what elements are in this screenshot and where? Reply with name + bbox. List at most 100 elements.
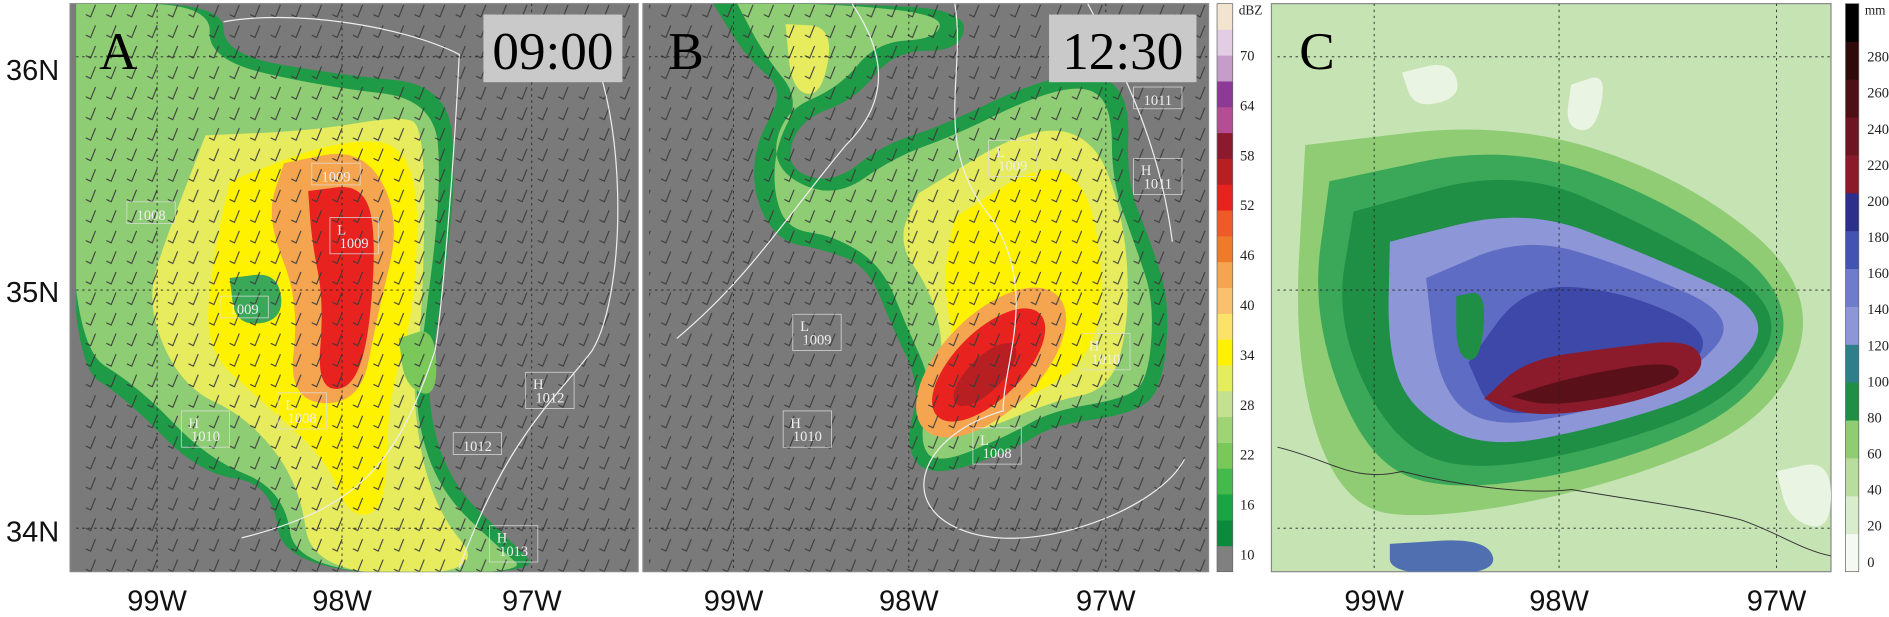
colorbar-band: [1217, 261, 1233, 289]
pressure-symbol: H: [1141, 163, 1152, 179]
pressure-box: [277, 392, 327, 430]
colorbar-band: [1845, 306, 1859, 345]
pressure-symbol: H: [1089, 338, 1100, 354]
colorbar-tick-label: 40: [1240, 298, 1254, 314]
pressure-box: [452, 432, 502, 455]
boundary-line: [1277, 446, 1831, 557]
colorbar-tick-label: 100: [1867, 374, 1889, 390]
colorbar-band: [1217, 236, 1233, 263]
colorbar-band: [1217, 184, 1233, 211]
pressure-symbol: H: [533, 377, 544, 393]
pressure-box: [1133, 86, 1183, 110]
rainfall-area: [1567, 77, 1603, 131]
lon-label: 97W: [1747, 585, 1807, 617]
pressure-box: [782, 410, 832, 448]
colorbar-band: [1845, 344, 1859, 383]
pressure-value: 1010: [191, 429, 220, 445]
lon-label: 99W: [704, 585, 764, 617]
panel-letter: B: [668, 22, 703, 81]
colorbar-band: [1845, 495, 1859, 535]
lon-label: 98W: [312, 585, 372, 617]
pressure-symbol: H: [189, 416, 200, 432]
pressure-box: [792, 313, 842, 351]
colorbar-band: [1217, 468, 1233, 495]
pressure-value: 1009: [230, 302, 259, 318]
pressure-value: 1010: [1091, 352, 1120, 368]
time-box: [1049, 14, 1197, 83]
colorbar-tick-label: 64: [1240, 98, 1255, 114]
colorbar-band: [1217, 3, 1233, 30]
colorbar-tick-label: 22: [1240, 448, 1254, 464]
rainfall-area: [1776, 464, 1831, 527]
colorbar-tick-label: 180: [1867, 230, 1889, 246]
pressure-symbol: L: [285, 398, 294, 414]
colorbar-band: [1217, 545, 1233, 573]
pressure-value: 1009: [802, 332, 831, 348]
rainfall-area: [1510, 364, 1679, 404]
pressure-value: 1009: [998, 158, 1027, 174]
pressure-value: 1008: [983, 446, 1012, 462]
colorbar-tick-label: 0: [1867, 555, 1874, 571]
pressure-box: [180, 410, 230, 448]
lon-label: 99W: [127, 585, 187, 617]
pressure-box: [525, 371, 575, 409]
panel-map: [1277, 3, 1831, 572]
boundary-line: [223, 16, 619, 569]
colorbar-band: [1845, 155, 1859, 194]
colorbar-tick-label: 140: [1867, 302, 1889, 318]
pressure-symbol: L: [996, 145, 1005, 161]
pressure-value: 1008: [288, 411, 317, 427]
lat-label: 36N: [6, 55, 59, 87]
colorbar-band: [1217, 29, 1233, 56]
pressure-value: 1008: [137, 208, 166, 224]
colorbar-frame: [1216, 3, 1234, 573]
colorbar-tick-label: 16: [1240, 498, 1254, 514]
pressure-symbol: L: [337, 222, 346, 238]
colorbar-band: [1217, 81, 1233, 108]
colorbar-tick-label: 52: [1240, 198, 1254, 214]
pressure-symbol: L: [980, 433, 989, 449]
lat-label: 35N: [6, 277, 59, 309]
colorbar-tick-label: 58: [1240, 148, 1254, 164]
colorbar-band: [1217, 520, 1233, 547]
colorbar-band: [1217, 339, 1233, 366]
pressure-value: 1013: [499, 544, 528, 560]
lat-label: 34N: [6, 516, 59, 548]
colorbar-tick-label: 260: [1867, 86, 1889, 102]
colorbar-band: [1217, 158, 1233, 185]
colorbar-band: [1217, 106, 1233, 134]
colorbar-band: [1845, 533, 1859, 573]
colorbar-band: [1217, 55, 1233, 82]
colorbar-band: [1845, 192, 1859, 232]
panel-letter: A: [99, 22, 137, 81]
lon-label: 97W: [1076, 585, 1136, 617]
colorbar-band: [1845, 3, 1859, 42]
pressure-value: 1010: [793, 429, 822, 445]
colorbar-band: [1845, 382, 1859, 421]
colorbar-band: [1217, 442, 1233, 469]
colorbar-tick-label: 200: [1867, 194, 1889, 210]
wind-barbs: [649, 3, 1209, 572]
colorbar-tick-label: 280: [1867, 50, 1889, 66]
panel-map: 10091008L10091009L1008H1010H10121012H101…: [76, 3, 639, 572]
pressure-box: [219, 295, 269, 319]
colorbar-band: [1217, 313, 1233, 340]
colorbar-band: [1845, 230, 1859, 270]
pressure-box: [1133, 157, 1183, 195]
rainfall-area: [1456, 292, 1485, 360]
lon-label: 99W: [1344, 585, 1404, 617]
pressure-symbol: H: [497, 531, 508, 547]
pressure-symbol: H: [790, 416, 801, 432]
pressure-box: [1081, 333, 1131, 371]
time-box: [483, 14, 623, 83]
panel-time: 12:30: [1062, 22, 1183, 81]
colorbar-tick-label: 220: [1867, 158, 1889, 174]
rainfall-area: [1389, 540, 1494, 572]
pressure-box: [329, 217, 379, 255]
pressure-value: 1011: [1144, 177, 1172, 193]
lon-label: 98W: [1529, 585, 1589, 617]
colorbar-unit: dBZ: [1239, 3, 1263, 18]
